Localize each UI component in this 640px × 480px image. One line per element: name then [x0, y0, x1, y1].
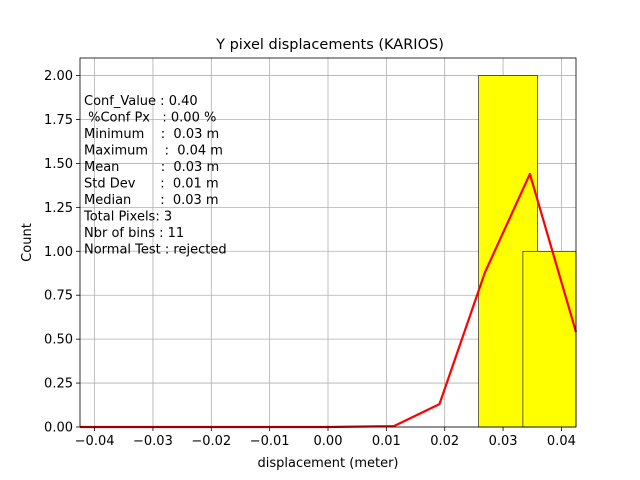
x-tick-label: 0.01: [372, 434, 401, 449]
x-tick-label: 0.03: [489, 434, 518, 449]
stats-line: Nbr of bins : 11: [84, 226, 184, 241]
x-tick-label: 0.02: [430, 434, 459, 449]
x-tick-label: −0.03: [133, 434, 173, 449]
stats-line: Total Pixels: 3: [83, 210, 172, 225]
y-tick-label: 1.00: [44, 245, 73, 260]
stats-line: Maximum : 0.04 m: [84, 144, 223, 159]
bars-layer: [478, 75, 577, 428]
y-tick-label: 1.75: [44, 113, 73, 128]
x-tick-label: −0.04: [75, 434, 115, 449]
stats-line: Mean : 0.03 m: [84, 160, 219, 175]
y-tick-label: 0.75: [44, 289, 73, 304]
stats-box: Conf_Value : 0.40 %Conf Px : 0.00 %Minim…: [83, 94, 227, 258]
y-tick-label: 2.00: [44, 69, 73, 84]
ticks-layer: −0.04 −0.03 −0.02 −0.01 0.00 0.01 0.02 0.03 0.04…: [44, 69, 576, 449]
histogram-bar: [522, 250, 577, 428]
y-tick-label: 0.00: [44, 421, 73, 436]
x-tick-label: −0.01: [250, 434, 290, 449]
x-tick-label: −0.02: [191, 434, 231, 449]
stats-line: Std Dev : 0.01 m: [84, 177, 219, 192]
stats-line: Minimum : 0.03 m: [84, 127, 219, 142]
stats-line: %Conf Px : 0.00 %: [84, 111, 216, 126]
x-tick-label: 0.00: [314, 434, 343, 449]
stats-line: Median : 0.03 m: [84, 193, 219, 208]
y-tick-label: 0.25: [44, 377, 73, 392]
y-tick-label: 1.50: [44, 157, 73, 172]
y-axis-label: Count: [20, 223, 35, 262]
x-tick-label: 0.04: [547, 434, 576, 449]
y-tick-label: 0.50: [44, 333, 73, 348]
x-axis-label: displacement (meter): [258, 456, 399, 471]
chart-title: Y pixel displacements (KARIOS): [215, 37, 444, 53]
y-tick-label: 1.25: [44, 201, 73, 216]
stats-line: Conf_Value : 0.40: [84, 94, 198, 109]
stats-line: Normal Test : rejected: [84, 243, 227, 258]
